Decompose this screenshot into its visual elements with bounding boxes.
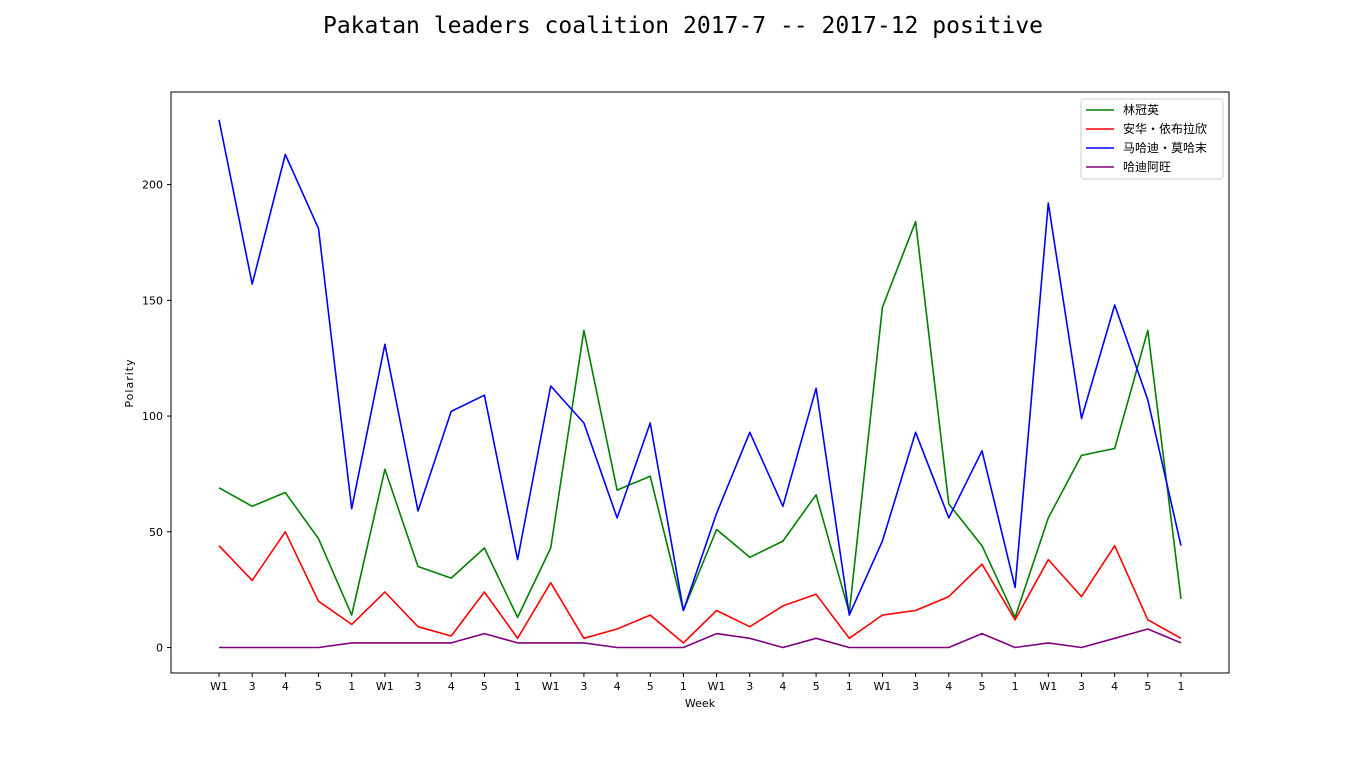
x-tick-label: 1 [348,680,355,693]
x-tick-label: 1 [680,680,687,693]
x-tick-label: 5 [481,680,488,693]
y-tick-label: 0 [156,642,163,655]
chart-title: Pakatan leaders coalition 2017-7 -- 2017… [323,13,1043,39]
x-tick-label: 4 [1111,680,1118,693]
legend-entry-4: 哈迪阿旺 [1123,160,1171,174]
y-tick-label: 50 [149,526,163,539]
x-tick-label: 3 [580,680,587,693]
x-axis: W1 3 4 5 1 W1 3 4 5 1 W1 3 4 5 1 W1 3 4 5 1 W1 3 4 5 1 W1 3 4 5 1 [210,673,1185,693]
plot-area [170,91,1230,674]
series-line-2 [218,530,1182,644]
x-tick-label: 1 [846,680,853,693]
x-tick-label: W1 [874,680,892,693]
x-tick-label: 3 [249,680,256,693]
x-axis-label: Week [685,697,716,710]
y-axis: 0 50 100 150 200 [142,179,171,655]
y-tick-label: 150 [142,294,163,307]
x-tick-label: 4 [779,680,786,693]
x-tick-label: W1 [210,680,228,693]
x-tick-label: 4 [614,680,621,693]
x-tick-label: 1 [1012,680,1019,693]
legend-entry-1: 林冠英 [1123,103,1159,117]
x-tick-label: 1 [1178,680,1185,693]
x-tick-label: 3 [1078,680,1085,693]
x-tick-label: 3 [415,680,422,693]
legend-entry-2: 安华・依布拉欣 [1123,121,1207,136]
legend-box [1080,98,1224,180]
series-line-1 [218,220,1182,619]
x-tick-label: 3 [912,680,919,693]
x-tick-label: 4 [945,680,952,693]
x-tick-label: 5 [647,680,654,693]
x-tick-label: 1 [514,680,521,693]
x-tick-label: 4 [448,680,455,693]
y-axis-label: Polarity [123,358,136,407]
y-tick-label: 200 [142,179,163,192]
x-tick-label: 5 [813,680,820,693]
x-tick-label: W1 [1039,680,1057,693]
x-tick-label: 5 [1144,680,1151,693]
x-tick-label: W1 [376,680,394,693]
x-tick-label: 5 [978,680,985,693]
legend-entry-3: 马哈迪・莫哈末 [1123,141,1207,155]
x-tick-label: W1 [708,680,726,693]
series-line-3 [218,119,1182,616]
y-tick-label: 100 [142,410,163,423]
x-tick-label: 4 [282,680,289,693]
series-lines [218,119,1182,649]
x-tick-label: 5 [315,680,322,693]
x-tick-label: W1 [542,680,560,693]
series-line-4 [219,628,1182,649]
x-tick-label: 3 [746,680,753,693]
